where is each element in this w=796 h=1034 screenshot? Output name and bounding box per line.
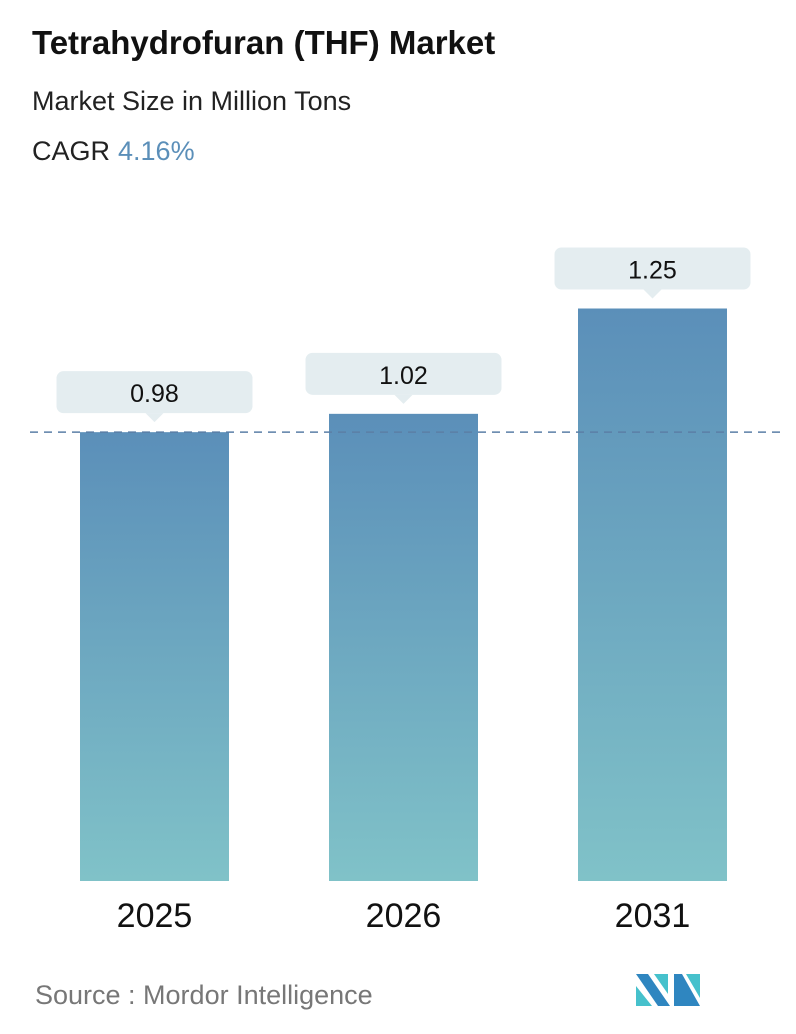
cagr: CAGR 4.16% <box>32 136 195 167</box>
mordor-logo-icon <box>636 974 700 1006</box>
data-label: 0.98 <box>130 380 179 408</box>
data-label-pointer <box>394 394 413 404</box>
data-label-pointer <box>643 289 662 299</box>
chart-subtitle: Market Size in Million Tons <box>32 86 352 116</box>
data-label-box <box>554 247 751 290</box>
data-label-box <box>305 352 502 395</box>
cagr-label: CAGR <box>32 136 111 166</box>
bar-2026 <box>329 413 478 881</box>
chart-title: Tetrahydrofuran (THF) Market <box>32 24 496 61</box>
data-label-box <box>56 371 253 414</box>
cagr-value: 4.16% <box>118 136 195 166</box>
data-label: 1.02 <box>379 362 428 390</box>
source-text: Source : Mordor Intelligence <box>35 980 373 1010</box>
bar-2031 <box>578 308 727 881</box>
x-tick-label: 2025 <box>117 897 193 935</box>
bar-2025 <box>80 432 229 881</box>
x-tick-label: 2031 <box>615 897 691 935</box>
data-label: 1.25 <box>628 257 677 285</box>
x-tick-label: 2026 <box>366 897 442 935</box>
data-label-pointer <box>145 413 164 423</box>
